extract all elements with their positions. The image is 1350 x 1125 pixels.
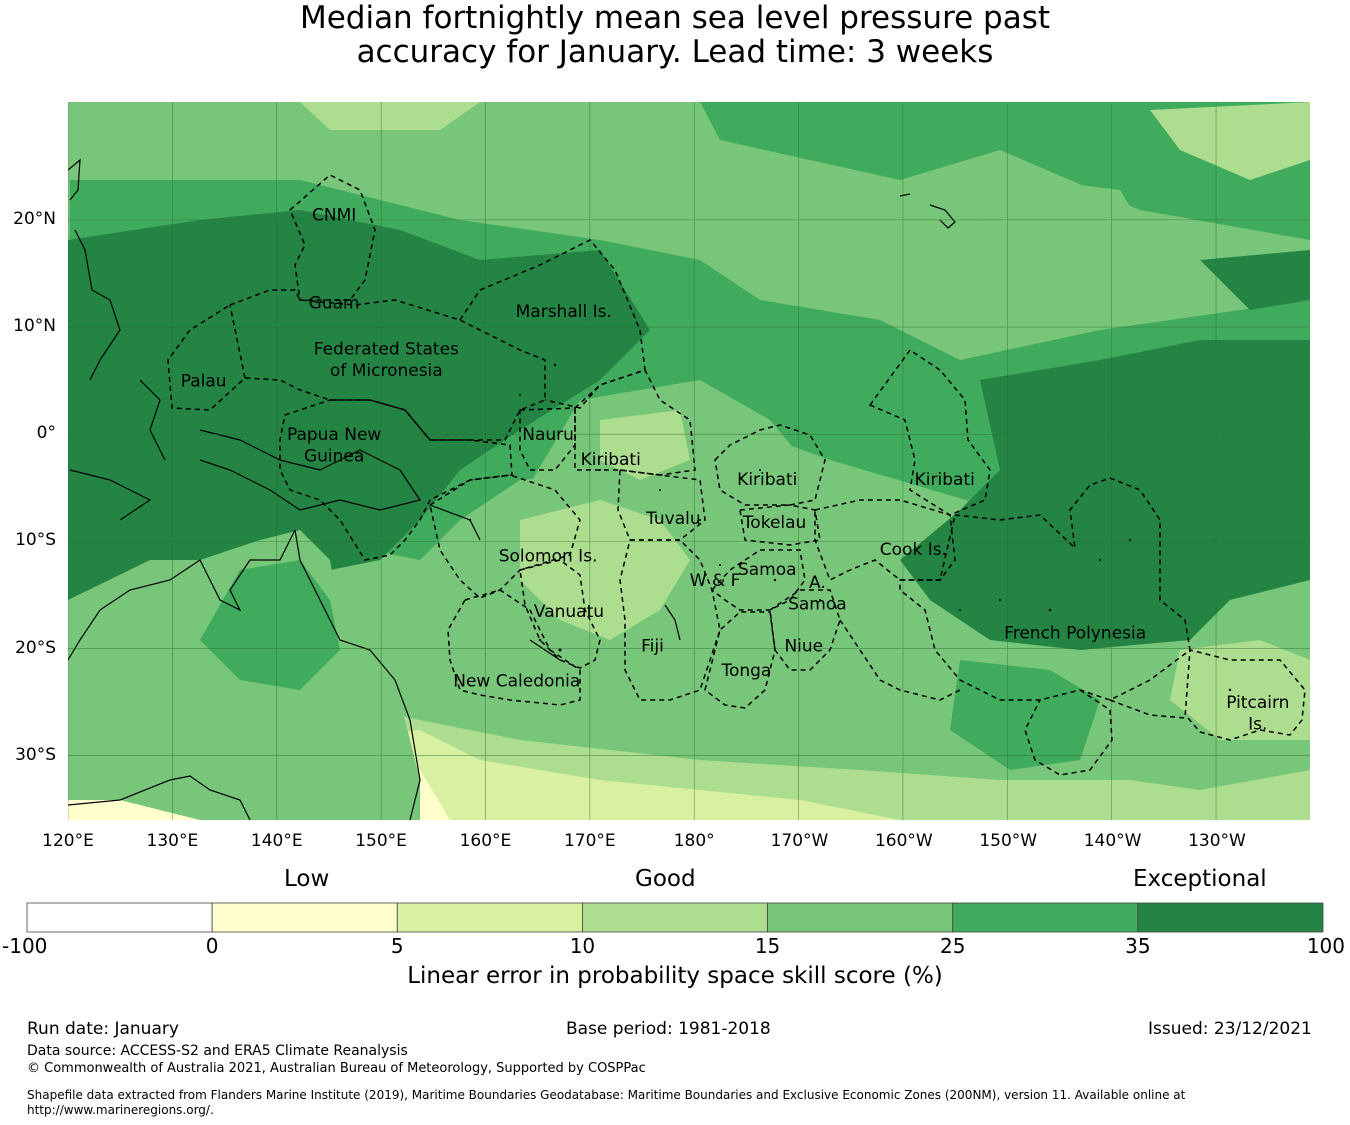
- region-label: Marshall Is.: [516, 302, 612, 322]
- colorbar-tick-label: 100: [1306, 934, 1345, 958]
- longitude-tick-label: 160°W: [874, 831, 933, 851]
- region-label: Pitcairn: [1226, 693, 1289, 713]
- colorbar-title: Linear error in probability space skill …: [407, 963, 943, 989]
- colorbar-tick-label: 15: [754, 934, 781, 958]
- issued-date: Issued: 23/12/2021: [1148, 1019, 1312, 1039]
- region-label: Solomon Is.: [499, 546, 598, 566]
- region-label: Palau: [181, 372, 227, 392]
- colorbar-swatch: [952, 902, 1139, 933]
- colorbar-tick-label: -100: [2, 934, 48, 958]
- region-label: Guam: [309, 293, 360, 313]
- eez-boundaries: [167, 174, 1306, 776]
- longitude-tick-label: 120°E: [42, 831, 94, 851]
- region-label: Vanuatu: [534, 602, 604, 622]
- latitude-tick-label: 0°: [36, 423, 56, 444]
- region-label: Tokelau: [742, 513, 807, 533]
- region-label: Tuvalu: [645, 509, 701, 529]
- region-label: Samoa: [788, 595, 847, 615]
- longitude-tick-label: 150°E: [355, 831, 407, 851]
- colorbar-tick-label: 5: [390, 934, 404, 958]
- region-label: Is.: [1248, 715, 1267, 735]
- longitude-tick-label: 140°W: [1083, 831, 1142, 851]
- longitude-tick-label: 130°E: [146, 831, 199, 851]
- latitude-tick-label: 10°S: [15, 530, 56, 551]
- colorbar-tick-label: 35: [1125, 934, 1151, 958]
- colorbar-category-low: Low: [284, 866, 330, 892]
- colorbar-category-good: Good: [635, 866, 696, 892]
- colorbar-swatch: [396, 902, 583, 933]
- colorbar-tick-label: 25: [939, 934, 966, 958]
- colorbar-tick-label: 10: [569, 934, 596, 958]
- region-label: Fiji: [641, 636, 664, 656]
- longitude-tick-label: 170°W: [770, 831, 829, 851]
- region-label: A.: [809, 573, 826, 593]
- colorbar-category-exceptional: Exceptional: [1133, 866, 1267, 892]
- region-label: CNMI: [312, 206, 356, 226]
- region-label: French Polynesia: [1004, 623, 1146, 643]
- shapefile-credit-line1: Shapefile data extracted from Flanders M…: [27, 1088, 1186, 1102]
- colorbar: [26, 902, 1324, 933]
- base-period: Base period: 1981-2018: [566, 1019, 771, 1039]
- islands: [468, 363, 1232, 692]
- region-label: Kiribati: [915, 470, 975, 490]
- region-label: Kiribati: [737, 470, 797, 490]
- longitude-tick-label: 150°W: [979, 831, 1038, 851]
- run-date: Run date: January: [27, 1019, 179, 1039]
- latitude-tick-label: 20°N: [13, 208, 56, 229]
- region-label: Nauru: [522, 425, 574, 445]
- copyright: © Commonwealth of Australia 2021, Austra…: [27, 1061, 646, 1076]
- longitude-tick-label: 130°W: [1188, 831, 1246, 851]
- latitude-tick-label: 20°S: [15, 637, 56, 658]
- shapefile-credit-line2[interactable]: http://www.marineregions.org/.: [27, 1103, 214, 1117]
- colorbar-swatch: [582, 902, 768, 933]
- region-label: Niue: [784, 636, 823, 656]
- data-source: Data source: ACCESS-S2 and ERA5 Climate …: [27, 1043, 408, 1059]
- region-label: Samoa: [738, 560, 797, 580]
- region-label: Cook Is.: [880, 540, 947, 560]
- colorbar-tick-label: 0: [205, 934, 219, 958]
- region-label: W & F: [690, 571, 741, 591]
- longitude-tick-label: 160°E: [459, 831, 512, 851]
- region-label: Guinea: [304, 447, 364, 467]
- region-label: Papua New: [287, 425, 381, 445]
- longitude-tick-label: 180°: [673, 831, 715, 851]
- chart-title-line1: Median fortnightly mean sea level pressu…: [299, 0, 1051, 36]
- latitude-tick-label: 10°N: [13, 316, 56, 337]
- colorbar-swatch: [211, 902, 398, 933]
- region-label: Tonga: [720, 661, 771, 681]
- longitude-tick-label: 140°E: [250, 831, 303, 851]
- colorbar-swatch: [1137, 902, 1324, 933]
- region-label: of Micronesia: [330, 361, 443, 381]
- latitude-tick-label: 30°S: [15, 744, 56, 765]
- region-label: Kiribati: [581, 450, 641, 470]
- region-label: New Caledonia: [453, 672, 580, 692]
- longitude-tick-label: 170°E: [563, 831, 616, 851]
- colorbar-swatch: [767, 902, 954, 933]
- colorbar-swatch: [26, 902, 213, 933]
- region-label: Federated States: [314, 339, 459, 359]
- chart-title-line2: accuracy for January. Lead time: 3 weeks: [356, 34, 994, 70]
